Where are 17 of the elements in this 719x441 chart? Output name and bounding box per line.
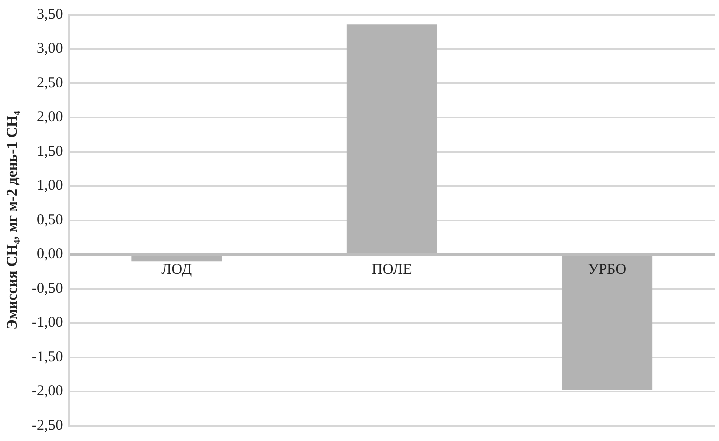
y-tick-label: -2,50	[32, 418, 64, 434]
y-tick-label: -0,50	[32, 280, 64, 297]
x-tick-label: ЛОД	[162, 262, 192, 278]
y-axis-title: Эмиссия CH₄, мг м-2 день-1 CH₄	[4, 110, 21, 330]
y-tick-label: 2,50	[36, 75, 64, 92]
y-tick-label: -1,50	[32, 349, 64, 366]
y-tick-label: -1,00	[32, 315, 64, 332]
y-tick-label: 1,00	[36, 178, 64, 194]
y-tick-label: 2,00	[36, 110, 64, 126]
x-tick-label: ПОЛЕ	[372, 262, 412, 278]
y-tick-label: 1,50	[36, 144, 64, 160]
y-tick-label: 0,50	[36, 212, 64, 228]
y-tick-label: 3,00	[36, 41, 64, 58]
y-tick-label: -2,00	[32, 384, 64, 400]
y-tick-label: 3,50	[36, 6, 64, 23]
x-tick-label: УРБО	[588, 262, 627, 278]
y-tick-label: 0,00	[36, 246, 64, 263]
